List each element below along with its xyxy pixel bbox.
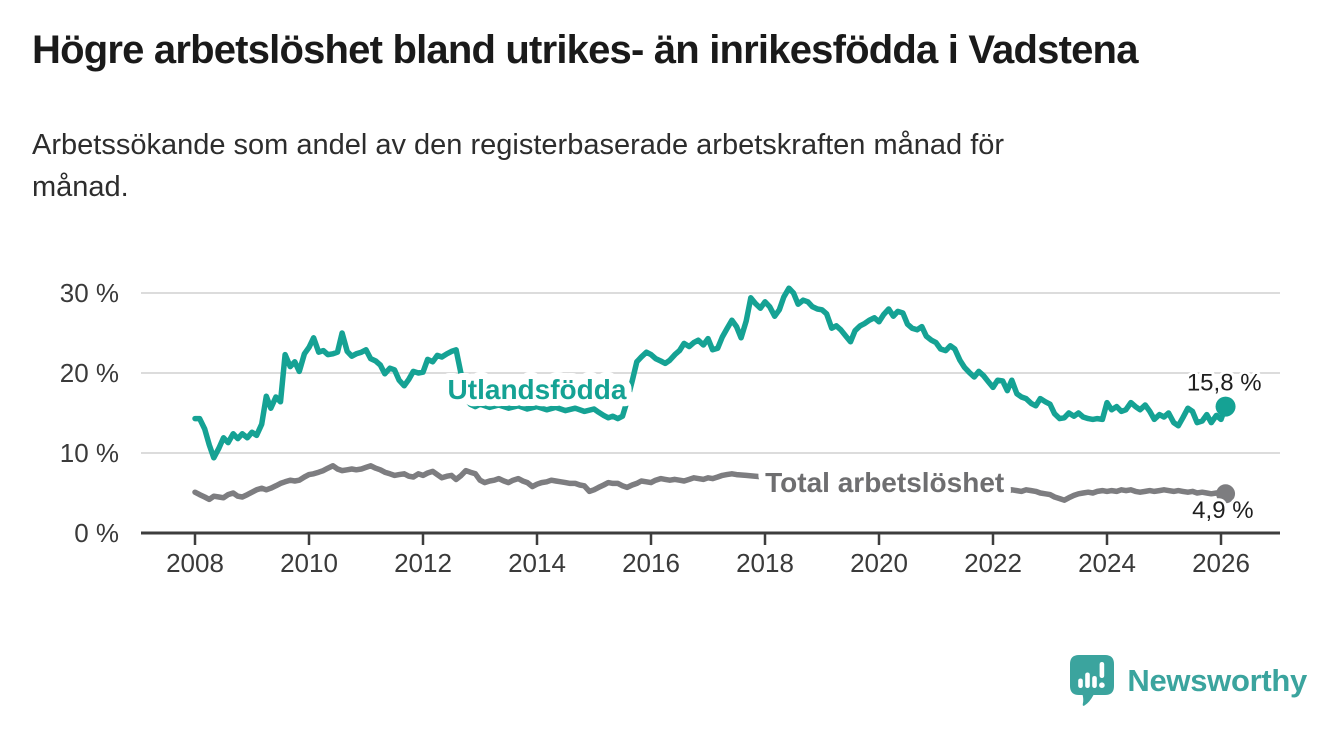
chart-title: Högre arbetslöshet bland utrikes- än inr… — [32, 28, 1138, 72]
series-end-dot-total-arbetsl-shet — [1216, 484, 1236, 504]
series-line-utlandsf-dda — [192, 285, 1229, 461]
x-axis-tick-label: 2014 — [508, 548, 566, 578]
x-axis-tick-label: 2010 — [280, 548, 338, 578]
series-end-value-label-total-arbetsl-shet: 4,9 % — [1192, 497, 1253, 524]
x-axis-tick-label: 2026 — [1192, 548, 1250, 578]
y-axis-tick-label: 30 % — [60, 278, 119, 308]
series-inline-label-total-arbetsl-shet: Total arbetslöshet — [765, 467, 1004, 498]
x-axis-tick-label: 2008 — [166, 548, 224, 578]
bar-chart-glyph — [1078, 662, 1106, 688]
series-end-dot-utlandsf-dda — [1215, 396, 1236, 417]
newsworthy-logo-icon — [1070, 655, 1115, 706]
chart-subtitle: Arbetssökande som andel av den registerb… — [32, 129, 1005, 204]
x-axis-tick-label: 2020 — [850, 548, 908, 578]
series-inline-label-utlandsf-dda: Utlandsfödda — [448, 374, 627, 405]
series-line-total-arbetsl-shet — [192, 463, 1229, 503]
newsworthy-logo-text: Newsworthy — [1127, 663, 1307, 698]
y-axis-tick-label: 0 % — [74, 518, 119, 548]
x-axis-tick-label: 2022 — [964, 548, 1022, 578]
series-end-value-label-utlandsf-dda: 15,8 % — [1187, 370, 1262, 397]
x-axis-tick-label: 2012 — [394, 548, 452, 578]
x-axis-tick-label: 2016 — [622, 548, 680, 578]
y-axis-tick-label: 10 % — [60, 438, 119, 468]
x-axis-tick-label: 2024 — [1078, 548, 1136, 578]
y-axis-tick-label: 20 % — [60, 358, 119, 388]
newsworthy-logo: Newsworthy — [1070, 655, 1307, 707]
x-axis-tick-label: 2018 — [736, 548, 794, 578]
